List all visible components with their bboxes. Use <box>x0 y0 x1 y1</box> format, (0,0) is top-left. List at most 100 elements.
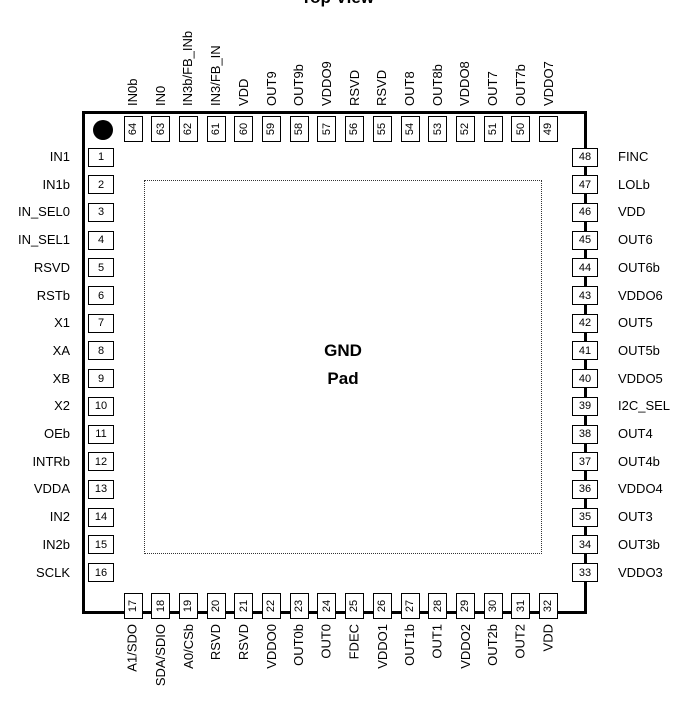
pin-number-box: 4 <box>88 230 114 250</box>
pin-label-wrap: OUT2b <box>485 624 501 704</box>
pin-number-box: 15 <box>88 535 114 555</box>
pin-label-wrap: VDD <box>236 0 252 106</box>
pin-number-box: 1 <box>88 147 114 167</box>
pin-label: VDDO5 <box>618 370 663 386</box>
pin-number: 59 <box>265 122 278 136</box>
pin-number-box: 5 <box>88 258 114 278</box>
pin-label: OUT7b <box>512 64 528 106</box>
pin-label: XA <box>52 342 70 358</box>
pin-number-box: 12 <box>88 452 114 472</box>
pin-label-wrap: VDDO0 <box>264 624 280 704</box>
pin-number-box: 26 <box>372 593 392 619</box>
pin1-indicator-dot <box>93 120 113 140</box>
pin-number-box: 50 <box>511 116 531 142</box>
pin-number-box: 47 <box>572 175 598 195</box>
pin-label-wrap: OUT0 <box>319 624 335 704</box>
pin-number-box: 48 <box>572 147 598 167</box>
pin-number: 18 <box>154 599 167 613</box>
pin-label: IN_SEL0 <box>17 204 70 220</box>
pin-number: 61 <box>210 122 223 136</box>
pin-label: OUT1b <box>402 624 417 666</box>
pin-number: 57 <box>320 122 333 136</box>
pin-label: OUT6 <box>618 232 653 248</box>
pin-label-wrap: IN3/FB_IN <box>208 0 224 106</box>
pin-number-box: 11 <box>88 424 114 444</box>
pin-number-box: 36 <box>572 479 598 499</box>
pin-label: OUT2 <box>512 624 528 659</box>
pin-number: 56 <box>348 122 361 136</box>
pin-label: SDA/SDIO <box>152 624 168 687</box>
pin-label: RSVD <box>235 624 251 661</box>
pin-label: VDD <box>618 204 646 220</box>
pin-label: FINC <box>618 149 649 164</box>
pin-label: OEb <box>43 426 70 441</box>
pin-number-box: 49 <box>539 116 558 142</box>
pin-label-wrap: VDDO1 <box>374 624 390 704</box>
pin-label: RSTb <box>36 287 70 303</box>
pin-number-box: 10 <box>88 396 114 416</box>
pin-label-wrap: IN0 <box>153 0 169 106</box>
pin-number-box: 32 <box>539 593 558 619</box>
pin-label-wrap: VDDO9 <box>319 0 335 106</box>
pin-number-box: 2 <box>88 175 114 195</box>
pin-label-wrap: FDEC <box>347 624 363 704</box>
pin-label-wrap: VDDO7 <box>541 0 557 106</box>
pin-label: OUT8 <box>402 71 417 106</box>
pin-number: 64 <box>127 122 139 136</box>
pin-label: IN0b <box>125 78 140 106</box>
pin-number-box: 54 <box>400 116 420 142</box>
pin-label: VDD <box>235 78 251 106</box>
pin-label: SCLK <box>36 564 70 580</box>
pin-label-wrap: RSVD <box>208 624 224 704</box>
pin-number-box: 64 <box>123 116 143 142</box>
pin-number-box: 63 <box>151 116 171 142</box>
pin-label-wrap: VDDO2 <box>457 624 473 704</box>
pin-label: OUT0 <box>318 624 334 659</box>
pin-label: LOLb <box>618 176 650 192</box>
pin-number: 55 <box>376 122 389 136</box>
pin-label: IN1 <box>49 149 70 164</box>
pin-number: 28 <box>431 599 444 613</box>
pin-number-box: 13 <box>88 479 114 499</box>
pin-label: VDDO0 <box>263 624 279 669</box>
pin-label: OUT8b <box>429 64 445 106</box>
pin-number-box: 23 <box>289 593 309 619</box>
pin-label: OUT3 <box>618 509 653 525</box>
pin-number-box: 61 <box>206 116 226 142</box>
pin-label: OUT3b <box>618 536 660 552</box>
pin-label: OUT2b <box>485 624 501 666</box>
pin-number: 49 <box>542 122 555 136</box>
pin-number-box: 19 <box>178 593 198 619</box>
pin-label-wrap: RSVD <box>347 0 363 106</box>
pin-label-wrap: OUT2 <box>513 624 529 704</box>
pin-label: OUT5 <box>618 315 653 331</box>
pin-number-box: 52 <box>455 116 475 142</box>
pin-number: 52 <box>459 122 472 136</box>
pin-number: 20 <box>210 599 223 613</box>
pin-label: FDEC <box>346 624 362 660</box>
pin-number: 62 <box>182 122 195 136</box>
pin-number: 30 <box>487 599 500 613</box>
pin-label: IN2b <box>42 536 70 552</box>
pin-label: VDDA <box>33 481 70 497</box>
pin-number-box: 14 <box>88 507 114 527</box>
pin-number-box: 44 <box>572 258 598 278</box>
pin-label: I2C_SEL <box>618 398 671 414</box>
gnd-pad-label-line2: Pad <box>327 369 359 388</box>
pin-number: 25 <box>348 599 361 613</box>
pin-number-box: 17 <box>123 593 143 619</box>
pin-number-box: 35 <box>572 507 598 527</box>
pin-label-wrap: OUT8b <box>430 0 446 106</box>
pin-label-wrap: IN3b/FB_INb <box>180 0 196 106</box>
pin-number-box: 56 <box>345 116 365 142</box>
pin-label: IN1b <box>42 176 70 192</box>
pin-number-box: 21 <box>234 593 254 619</box>
pin-number-box: 58 <box>289 116 309 142</box>
pin-label: VDD <box>540 624 556 652</box>
pin-label: OUT4b <box>618 453 660 469</box>
pin-number-box: 40 <box>572 369 598 389</box>
pin-number: 17 <box>127 599 139 613</box>
pin-label: VDDO2 <box>457 624 473 669</box>
pin-label-wrap: OUT9b <box>291 0 307 106</box>
